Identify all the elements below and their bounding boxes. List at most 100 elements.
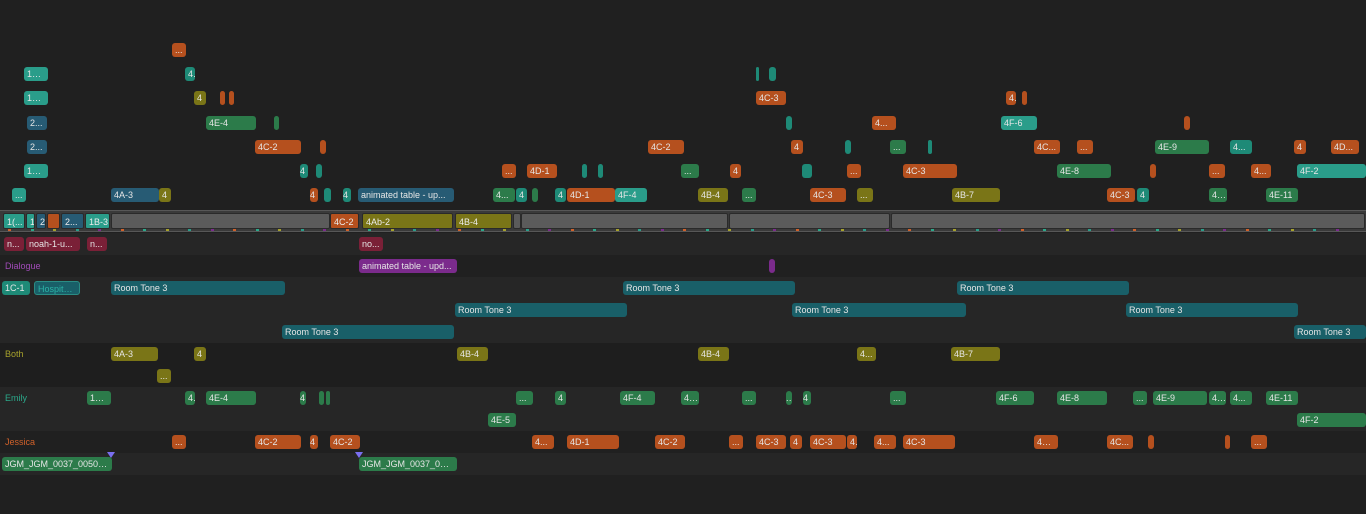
connected-clip[interactable]: ... (12, 188, 26, 202)
connected-clip[interactable]: 4 (194, 91, 206, 105)
marker-icon[interactable] (355, 452, 363, 458)
connected-clip[interactable]: 2... (27, 140, 47, 154)
maroon-clip[interactable]: no... (359, 237, 383, 251)
jessica-clip[interactable]: 4C-3 (756, 435, 786, 449)
connected-clip[interactable]: 4 (300, 164, 308, 178)
connected-clip[interactable] (320, 140, 326, 154)
connected-clip[interactable] (1184, 116, 1190, 130)
connected-clip[interactable]: 4E-8 (1057, 164, 1111, 178)
jessica-clip[interactable] (1225, 435, 1230, 449)
both1-clip[interactable]: 4A-3 (111, 347, 158, 361)
connected-clip[interactable]: 4 (1137, 188, 1149, 202)
primary-clip[interactable]: 4B-4 (455, 213, 512, 229)
connected-clip[interactable]: 4 (555, 188, 566, 202)
connected-clip[interactable] (756, 67, 759, 81)
jessica-clip[interactable]: 4... (874, 435, 896, 449)
jessica-clip[interactable]: 4C-3 (903, 435, 955, 449)
connected-clip[interactable]: 4D... (1331, 140, 1359, 154)
emily1-clip[interactable]: ... (742, 391, 756, 405)
connected-clip[interactable]: 4A-3 (111, 188, 159, 202)
maroon-clip[interactable]: noah-1-u... (26, 237, 80, 251)
connected-clip[interactable]: 4... (493, 188, 515, 202)
room-tone-clip[interactable]: Room Tone 3 (111, 281, 285, 295)
connected-clip[interactable]: ... (1209, 164, 1225, 178)
jessica-clip[interactable]: ... (172, 435, 186, 449)
connected-clip[interactable] (532, 188, 538, 202)
connected-clip[interactable]: 4F-6 (1001, 116, 1037, 130)
jessica-clip[interactable]: 4 (310, 435, 318, 449)
emily1-clip[interactable]: 4F-6 (996, 391, 1034, 405)
connected-clip[interactable]: 4E-4 (206, 116, 256, 130)
connected-clip[interactable]: ... (681, 164, 699, 178)
connected-clip[interactable] (229, 91, 234, 105)
room-tone-clip[interactable]: Room Tone 3 (623, 281, 795, 295)
connected-clip[interactable] (845, 140, 851, 154)
green-clip[interactable]: JGM_JGM_0037_00501_... (2, 457, 112, 471)
connected-clip[interactable]: 4B-7 (952, 188, 1000, 202)
emily2-clip[interactable]: 4E-5 (488, 413, 516, 427)
primary-clip[interactable]: 2... (61, 213, 84, 229)
connected-clip[interactable]: 4 (730, 164, 741, 178)
green-clip[interactable]: JGM_JGM_0037_005... (359, 457, 457, 471)
emily1-clip[interactable] (319, 391, 324, 405)
primary-clip[interactable] (47, 213, 60, 229)
connected-clip[interactable] (598, 164, 603, 178)
both1-clip[interactable]: 4B-4 (698, 347, 729, 361)
maroon-clip[interactable]: n... (4, 237, 24, 251)
connected-clip[interactable]: 4 (185, 67, 195, 81)
connected-clip[interactable]: 4 (1006, 91, 1016, 105)
dialogue-clip[interactable]: animated table - upd... (359, 259, 457, 273)
jessica-clip[interactable]: 4C-2 (255, 435, 301, 449)
room-tone-clip[interactable]: Room Tone 3 (282, 325, 454, 339)
connected-clip[interactable] (324, 188, 331, 202)
connected-clip[interactable]: ... (742, 188, 756, 202)
connected-clip[interactable]: 4... (872, 116, 896, 130)
jessica-clip[interactable]: 4... (532, 435, 554, 449)
emily1-clip[interactable]: ... (890, 391, 906, 405)
primary-clip[interactable] (521, 213, 728, 229)
connected-clip[interactable] (769, 67, 776, 81)
jessica-clip[interactable]: 4 (847, 435, 857, 449)
emily1-clip[interactable]: 4 (300, 391, 306, 405)
primary-clip[interactable] (513, 213, 521, 229)
jessica-clip[interactable]: ... (729, 435, 743, 449)
emily1-clip[interactable]: 4 (555, 391, 566, 405)
room-tone-clip[interactable]: Room Tone 3 (1294, 325, 1366, 339)
jessica-clip[interactable]: 4D-1 (567, 435, 619, 449)
connected-clip[interactable]: 4 (791, 140, 803, 154)
connected-clip[interactable]: 4 (516, 188, 527, 202)
connected-clip[interactable]: animated table - up... (358, 188, 454, 202)
jessica-clip[interactable]: 4C-3 (810, 435, 846, 449)
connected-clip[interactable]: 4C... (1034, 140, 1060, 154)
emily1-clip[interactable]: 4... (1230, 391, 1252, 405)
connected-clip[interactable]: 4... (1251, 164, 1271, 178)
hospital-clip[interactable]: Hospital 3 (34, 281, 80, 295)
connected-clip[interactable] (582, 164, 587, 178)
dialogue-clip[interactable] (769, 259, 775, 273)
connected-clip[interactable]: 2... (27, 116, 47, 130)
both1-clip[interactable]: 4B-4 (457, 347, 488, 361)
connected-clip[interactable]: 4C-3 (903, 164, 957, 178)
connected-clip[interactable] (1150, 164, 1156, 178)
connected-clip[interactable]: 4C-2 (255, 140, 301, 154)
room-tone-clip[interactable]: Room Tone 3 (957, 281, 1129, 295)
primary-clip[interactable]: 1 (26, 213, 35, 229)
room-tone-clip[interactable]: Room Tone 3 (792, 303, 966, 317)
connected-clip[interactable]: 4C-2 (648, 140, 684, 154)
connected-clip[interactable] (220, 91, 225, 105)
primary-clip[interactable] (111, 213, 330, 229)
connected-clip[interactable]: 4 (343, 188, 351, 202)
emily1-clip[interactable]: ... (786, 391, 792, 405)
emily1-clip[interactable] (326, 391, 330, 405)
emily1-clip[interactable]: 4E-4 (206, 391, 256, 405)
primary-clip[interactable]: 4C-2 (330, 213, 359, 229)
connected-clip[interactable]: ... (857, 188, 873, 202)
emily1-clip[interactable]: 4... (681, 391, 699, 405)
connected-clip[interactable]: 4D-1 (527, 164, 557, 178)
primary-clip[interactable] (891, 213, 1365, 229)
primary-clip[interactable]: 1(... (3, 213, 25, 229)
jessica-clip[interactable]: ... (1251, 435, 1267, 449)
connected-clip[interactable] (786, 116, 792, 130)
jessica-clip[interactable]: 4C-2 (330, 435, 360, 449)
